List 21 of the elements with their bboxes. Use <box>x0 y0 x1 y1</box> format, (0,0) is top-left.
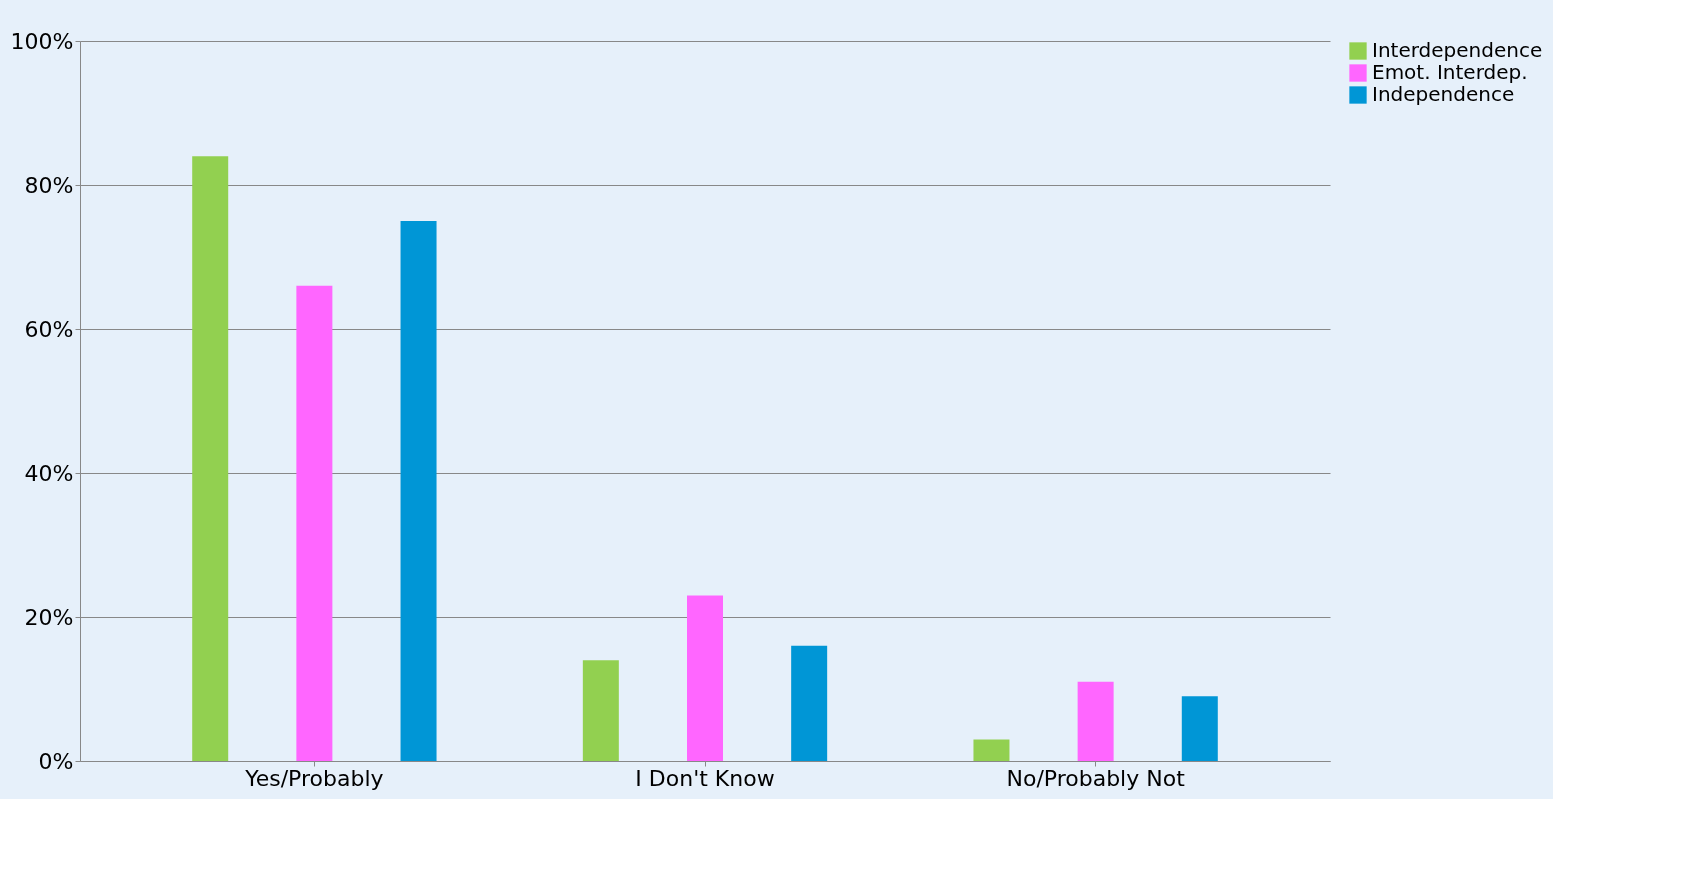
bar <box>973 739 1010 761</box>
x-tick-label: No/Probably Not <box>1006 765 1186 791</box>
y-tick-label: 0% <box>38 748 74 774</box>
bar <box>296 285 333 761</box>
legend-label: Emot. Interdep. <box>1372 60 1528 84</box>
bar <box>687 595 723 761</box>
bar <box>791 645 828 761</box>
bar <box>1181 696 1218 761</box>
y-tick-label: 40% <box>24 460 74 486</box>
legend-label: Independence <box>1372 82 1515 106</box>
bar <box>1077 681 1114 761</box>
legend-label: Interdependence <box>1372 38 1543 62</box>
bar <box>192 156 229 761</box>
x-tick-label: I Don't Know <box>635 765 775 791</box>
y-tick-label: 80% <box>24 172 74 198</box>
x-tick-label: Yes/Probably <box>244 765 384 791</box>
y-tick-label: 60% <box>24 316 74 342</box>
y-tick-label: 100% <box>10 28 74 54</box>
y-tick-label: 20% <box>24 604 74 630</box>
bar <box>400 221 437 761</box>
bar <box>582 660 619 761</box>
